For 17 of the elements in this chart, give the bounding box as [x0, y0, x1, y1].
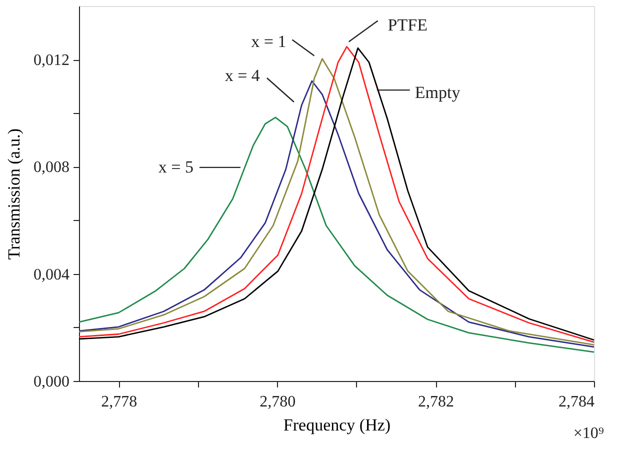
y-tick-label: 0,004 — [34, 266, 70, 284]
line-series — [78, 116, 595, 353]
y-axis-title: Transmission (a.u.) — [4, 128, 24, 260]
text: x = 5 — [158, 157, 194, 176]
series-label: Empty — [414, 83, 461, 102]
x-tick-label: 2,778 — [101, 394, 138, 410]
x-axis-title: Frequency (Hz) — [283, 416, 391, 434]
y-tick-label: 0,012 — [34, 52, 70, 70]
text: x = 4 — [224, 66, 260, 85]
text: PTFE — [388, 16, 428, 35]
x-tick-label: 2,784 — [558, 394, 594, 410]
y-tick-label: 0,008 — [34, 159, 70, 176]
x-tick-label: 2,780 — [260, 394, 296, 410]
text: ×10⁹ — [573, 425, 604, 442]
y-tick-label: 0,000 — [34, 374, 70, 390]
text: x = 1 — [251, 32, 286, 51]
x-tick-label: 2,782 — [418, 394, 454, 410]
